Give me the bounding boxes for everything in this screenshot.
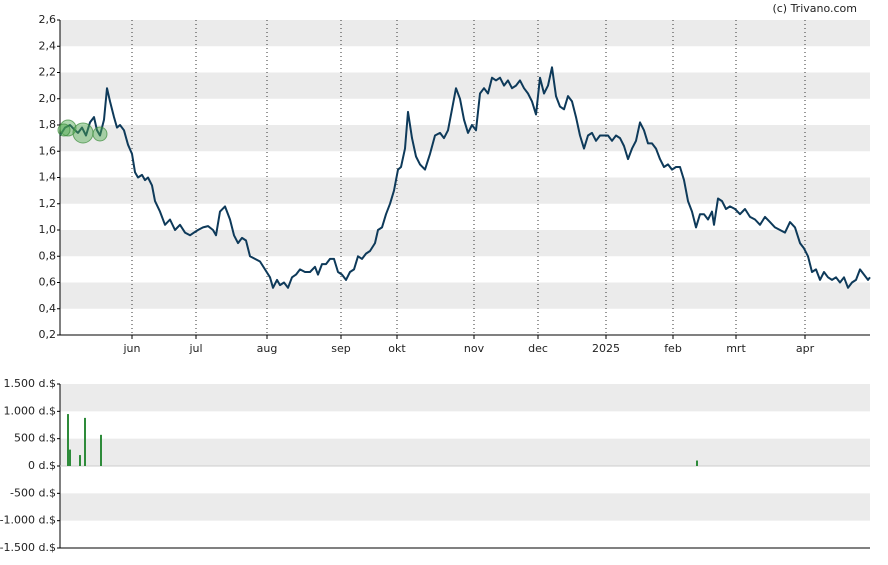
y-tick-label: 1.000 d.$ [4, 404, 56, 417]
y-tick-label: -500 d.$ [10, 486, 56, 499]
grid-band [60, 20, 870, 47]
y-tick-label: 0,6 [39, 276, 57, 289]
y-tick-label: 0,2 [39, 328, 57, 341]
volume-bar [69, 449, 71, 466]
grid-band [60, 125, 870, 152]
y-tick-label: 0 d.$ [28, 459, 56, 472]
x-tick-label: mrt [726, 342, 746, 355]
volume-bar [696, 460, 698, 466]
y-tick-label: -1.500 d.$ [0, 541, 56, 554]
x-tick-label: okt [388, 342, 406, 355]
x-tick-label: dec [528, 342, 548, 355]
y-tick-label: 0,4 [39, 302, 57, 315]
x-tick-label: jun [123, 342, 141, 355]
y-tick-label: 1,0 [39, 223, 57, 236]
y-tick-label: 2,4 [39, 39, 57, 52]
grid-band [60, 384, 870, 412]
grid-band [60, 230, 870, 257]
trade-marker [57, 123, 71, 137]
volume-bar [100, 434, 102, 466]
price-line [59, 66, 871, 289]
y-tick-label: 2,2 [39, 66, 57, 79]
grid-band [60, 282, 870, 309]
y-tick-label: 2,6 [39, 13, 57, 26]
y-tick-label: 2,0 [39, 92, 57, 105]
watermark: (c) Trivano.com [772, 2, 857, 15]
y-tick-label: 1,6 [39, 144, 57, 157]
x-tick-label: aug [257, 342, 278, 355]
x-tick-label: nov [464, 342, 485, 355]
trade-marker [72, 122, 94, 144]
volume-bar [84, 417, 86, 466]
x-tick-label: 2025 [592, 342, 620, 355]
trade-marker [92, 126, 108, 142]
grid-band [60, 493, 870, 521]
y-tick-label: 1,8 [39, 118, 57, 131]
y-tick-label: 1,2 [39, 197, 57, 210]
y-tick-label: 500 d.$ [14, 432, 56, 445]
x-tick-label: jul [188, 342, 202, 355]
x-tick-label: feb [664, 342, 682, 355]
grid-band [60, 177, 870, 204]
x-tick-label: sep [331, 342, 350, 355]
x-tick-label: apr [796, 342, 815, 355]
grid-band [60, 438, 870, 466]
volume-bar [79, 455, 81, 466]
y-tick-label: -1.000 d.$ [0, 514, 56, 527]
y-tick-label: 1,4 [39, 171, 57, 184]
y-tick-label: 0,8 [39, 249, 57, 262]
volume-bar [67, 414, 69, 466]
grid-band [60, 72, 870, 99]
y-tick-label: 1.500 d.$ [4, 377, 56, 390]
